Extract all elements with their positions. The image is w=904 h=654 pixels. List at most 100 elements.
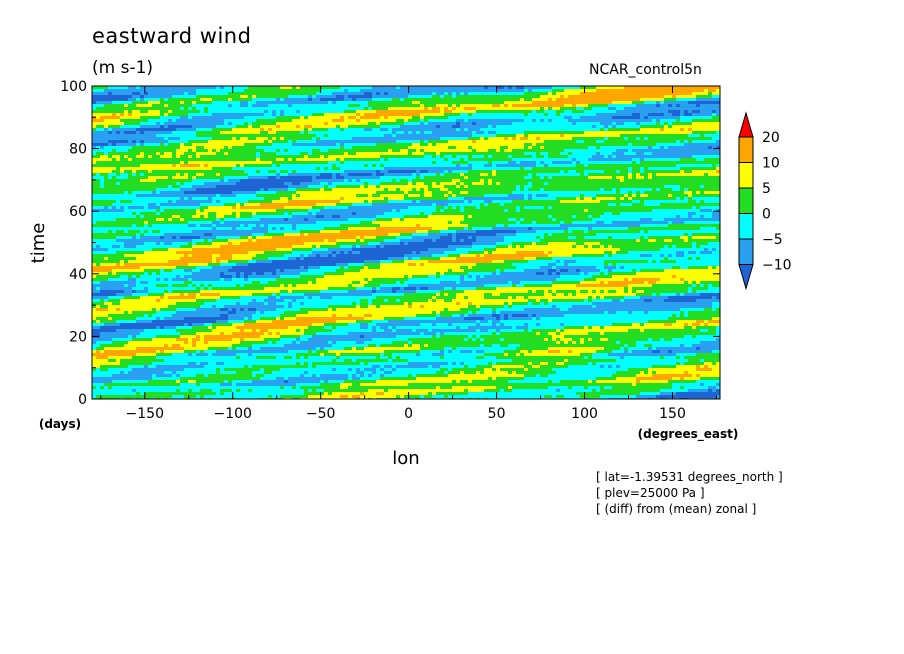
heatmap-cell xyxy=(712,131,716,134)
heatmap-cell xyxy=(196,104,200,107)
heatmap-cell xyxy=(384,137,388,140)
heatmap-cell xyxy=(216,116,220,119)
heatmap-cell xyxy=(420,158,424,161)
heatmap-cell xyxy=(484,134,488,137)
heatmap-cell xyxy=(428,122,432,125)
heatmap-cell xyxy=(388,179,392,182)
heatmap-cell xyxy=(484,104,488,107)
heatmap-cell xyxy=(380,95,384,98)
heatmap-cell xyxy=(328,143,332,146)
heatmap-cell xyxy=(236,122,240,125)
heatmap-cell xyxy=(400,167,404,170)
heatmap-cell xyxy=(632,161,636,164)
heatmap-cell xyxy=(140,152,144,155)
heatmap-cell xyxy=(412,137,416,140)
heatmap-cell xyxy=(324,98,328,101)
heatmap-cell xyxy=(276,146,280,149)
heatmap-cell xyxy=(104,131,108,134)
heatmap-cell xyxy=(420,113,424,116)
heatmap-cell xyxy=(336,146,340,149)
heatmap-cell xyxy=(424,161,428,164)
heatmap-cell xyxy=(556,122,560,125)
heatmap-cell xyxy=(512,98,516,101)
heatmap-cell xyxy=(252,125,256,128)
heatmap-cell xyxy=(124,161,128,164)
heatmap-cell xyxy=(124,95,128,98)
heatmap-cell xyxy=(96,143,100,146)
heatmap-cell xyxy=(632,92,636,95)
heatmap-cell xyxy=(224,119,228,122)
heatmap-cell xyxy=(188,104,192,107)
heatmap-cell xyxy=(264,137,268,140)
heatmap-cell xyxy=(104,176,108,179)
heatmap-cell xyxy=(708,104,712,107)
heatmap-cell xyxy=(416,146,420,149)
heatmap-cell xyxy=(480,155,484,158)
heatmap-cell xyxy=(280,134,284,137)
heatmap-cell xyxy=(576,134,580,137)
heatmap-cell xyxy=(152,146,156,149)
heatmap-cell xyxy=(400,161,404,164)
heatmap-cell xyxy=(580,176,584,179)
heatmap-cell xyxy=(108,143,112,146)
heatmap-cell xyxy=(356,173,360,176)
heatmap-cell xyxy=(196,146,200,149)
heatmap-cell xyxy=(544,143,548,146)
heatmap-cell xyxy=(124,122,128,125)
heatmap-cell xyxy=(168,113,172,116)
heatmap-cell xyxy=(608,119,612,122)
heatmap-cell xyxy=(356,137,360,140)
heatmap-cell xyxy=(212,146,216,149)
heatmap-cell xyxy=(240,113,244,116)
heatmap-cell xyxy=(420,164,424,167)
heatmap-cell xyxy=(440,122,444,125)
heatmap-cell xyxy=(400,179,404,182)
heatmap-cell xyxy=(376,173,380,176)
heatmap-cell xyxy=(172,143,176,146)
heatmap-cell xyxy=(116,161,120,164)
heatmap-cell xyxy=(460,140,464,143)
heatmap-cell xyxy=(316,119,320,122)
heatmap-cell xyxy=(164,104,168,107)
heatmap-cell xyxy=(140,146,144,149)
heatmap-cell xyxy=(572,89,576,92)
heatmap-cell xyxy=(532,122,536,125)
heatmap-field xyxy=(92,86,720,399)
heatmap-cell xyxy=(132,158,136,161)
heatmap-cell xyxy=(676,116,680,119)
heatmap-cell xyxy=(292,128,296,131)
heatmap-cell xyxy=(340,155,344,158)
heatmap-cell xyxy=(372,134,376,137)
heatmap-cell xyxy=(276,110,280,113)
heatmap-cell xyxy=(200,131,204,134)
heatmap-cell xyxy=(684,113,688,116)
heatmap-cell xyxy=(312,98,316,101)
heatmap-cell xyxy=(500,149,504,152)
heatmap-cell xyxy=(272,98,276,101)
heatmap-cell xyxy=(248,173,252,176)
heatmap-cell xyxy=(628,95,632,98)
heatmap-cell xyxy=(672,164,676,167)
heatmap-cell xyxy=(232,158,236,161)
heatmap-cell xyxy=(692,170,696,173)
heatmap-cell xyxy=(580,140,584,143)
heatmap-cell xyxy=(272,101,276,104)
heatmap-cell xyxy=(588,116,592,119)
heatmap-cell xyxy=(512,89,516,92)
heatmap-cell xyxy=(508,158,512,161)
heatmap-cell xyxy=(216,140,220,143)
heatmap-cell xyxy=(564,89,568,92)
heatmap-cell xyxy=(268,125,272,128)
heatmap-cell xyxy=(232,137,236,140)
heatmap-cell xyxy=(92,119,96,122)
heatmap-cell xyxy=(208,146,212,149)
heatmap-cell xyxy=(252,179,256,182)
heatmap-cell xyxy=(372,137,376,140)
heatmap-cell xyxy=(424,98,428,101)
heatmap-cell xyxy=(312,161,316,164)
heatmap-cell xyxy=(240,125,244,128)
heatmap-cell xyxy=(156,131,160,134)
heatmap-cell xyxy=(508,176,512,179)
heatmap-cell xyxy=(560,164,564,167)
heatmap-cell xyxy=(332,158,336,161)
